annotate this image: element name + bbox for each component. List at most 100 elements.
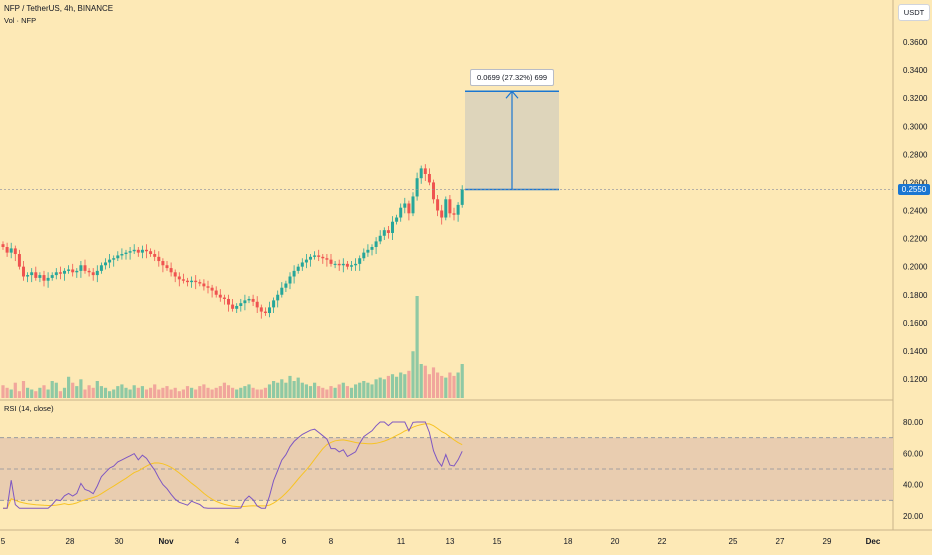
candle-body	[108, 259, 112, 263]
volume-bar	[415, 296, 419, 398]
candle-body	[136, 249, 140, 253]
candle-body	[280, 287, 284, 295]
candle-body	[263, 311, 267, 314]
volume-bar	[75, 386, 79, 398]
candle-body	[300, 262, 304, 267]
volume-bar	[58, 391, 62, 398]
volume-bar	[79, 379, 83, 398]
candle-body	[54, 272, 58, 276]
volume-bar	[288, 375, 292, 398]
price-tick-label: 0.1800	[903, 291, 928, 300]
candle-body	[128, 251, 132, 253]
candle-body	[75, 270, 79, 273]
volume-bar	[358, 382, 362, 398]
volume-bar	[38, 387, 42, 398]
candle-body	[173, 272, 177, 277]
volume-bar	[108, 391, 112, 398]
candle-body	[366, 249, 370, 253]
volume-bar	[21, 381, 26, 398]
volume-bar	[231, 387, 235, 398]
volume-bar	[128, 389, 132, 398]
volume-bar	[390, 374, 395, 398]
currency-button[interactable]: USDT	[898, 4, 930, 21]
time-tick-label: 15	[493, 537, 502, 546]
candle-body	[329, 259, 333, 264]
volume-bar	[95, 381, 99, 398]
volume-bar	[173, 387, 177, 398]
candle-body	[403, 203, 407, 208]
volume-bar	[54, 382, 58, 398]
price-tick-label: 0.3200	[903, 94, 928, 103]
volume-bar	[226, 385, 231, 398]
volume-bar	[399, 372, 403, 398]
rsi-tick-label: 20.00	[903, 512, 924, 521]
volume-bar	[452, 375, 456, 398]
rsi-tick-label: 60.00	[903, 449, 924, 458]
candle-body	[112, 258, 116, 260]
volume-bar	[308, 386, 313, 398]
candle-body	[46, 277, 50, 281]
volume-bar	[349, 387, 354, 398]
volume-bar	[239, 387, 243, 398]
candle-body	[181, 279, 185, 281]
volume-bar	[91, 387, 95, 398]
candle-body	[99, 265, 103, 271]
time-tick-label: Nov	[158, 537, 174, 546]
volume-bar	[112, 389, 116, 398]
price-tick-label: 0.1400	[903, 347, 928, 356]
candle-body	[317, 255, 321, 257]
last-price-tag: 0.2550	[898, 183, 930, 195]
candle-body	[202, 283, 206, 287]
volume-bar	[431, 367, 436, 398]
volume-bar	[87, 385, 91, 398]
volume-bar	[280, 379, 284, 398]
candle-body	[222, 297, 226, 299]
candle-body	[460, 189, 464, 205]
candle-body	[95, 270, 99, 276]
price-tick-label: 0.2400	[903, 207, 928, 216]
volume-bar	[218, 386, 222, 398]
candle-body	[333, 263, 337, 265]
time-tick-label: 28	[66, 537, 75, 546]
volume-bar	[103, 387, 108, 398]
price-tick-label: 0.2200	[903, 235, 928, 244]
volume-bar	[30, 389, 34, 398]
volume-bar	[337, 384, 341, 398]
candle-body	[313, 255, 317, 257]
candle-body	[79, 265, 83, 271]
volume-bar	[267, 384, 272, 398]
volume-bar	[378, 377, 382, 398]
candle-body	[42, 275, 46, 281]
volume-bar	[67, 376, 71, 398]
volume-bar	[99, 386, 103, 398]
volume-bar	[247, 384, 251, 398]
candle-body	[391, 221, 394, 233]
volume-bar	[255, 389, 259, 398]
price-tick-label: 0.3000	[903, 122, 928, 131]
volume-bar	[202, 384, 206, 398]
time-tick-label: 30	[115, 537, 124, 546]
volume-bar	[198, 386, 202, 398]
candle-body	[231, 304, 235, 309]
candle-body	[210, 287, 214, 291]
volume-bar	[1, 385, 5, 398]
time-tick-label: 8	[329, 537, 334, 546]
candle-body	[22, 266, 25, 277]
volume-bar	[149, 387, 153, 398]
candle-body	[63, 270, 66, 274]
volume-bar	[243, 386, 247, 398]
candle-body	[239, 303, 243, 306]
volume-bar	[62, 387, 67, 398]
volume-bar	[132, 385, 136, 398]
volume-bar	[83, 389, 87, 398]
volume-bar	[403, 374, 407, 398]
candle-body	[325, 258, 329, 260]
candle-body	[309, 256, 312, 260]
candle-body	[83, 265, 87, 271]
candle-body	[452, 213, 456, 215]
volume-bar	[222, 382, 226, 398]
rsi-tick-label: 40.00	[903, 481, 924, 490]
candle-body	[38, 275, 42, 278]
